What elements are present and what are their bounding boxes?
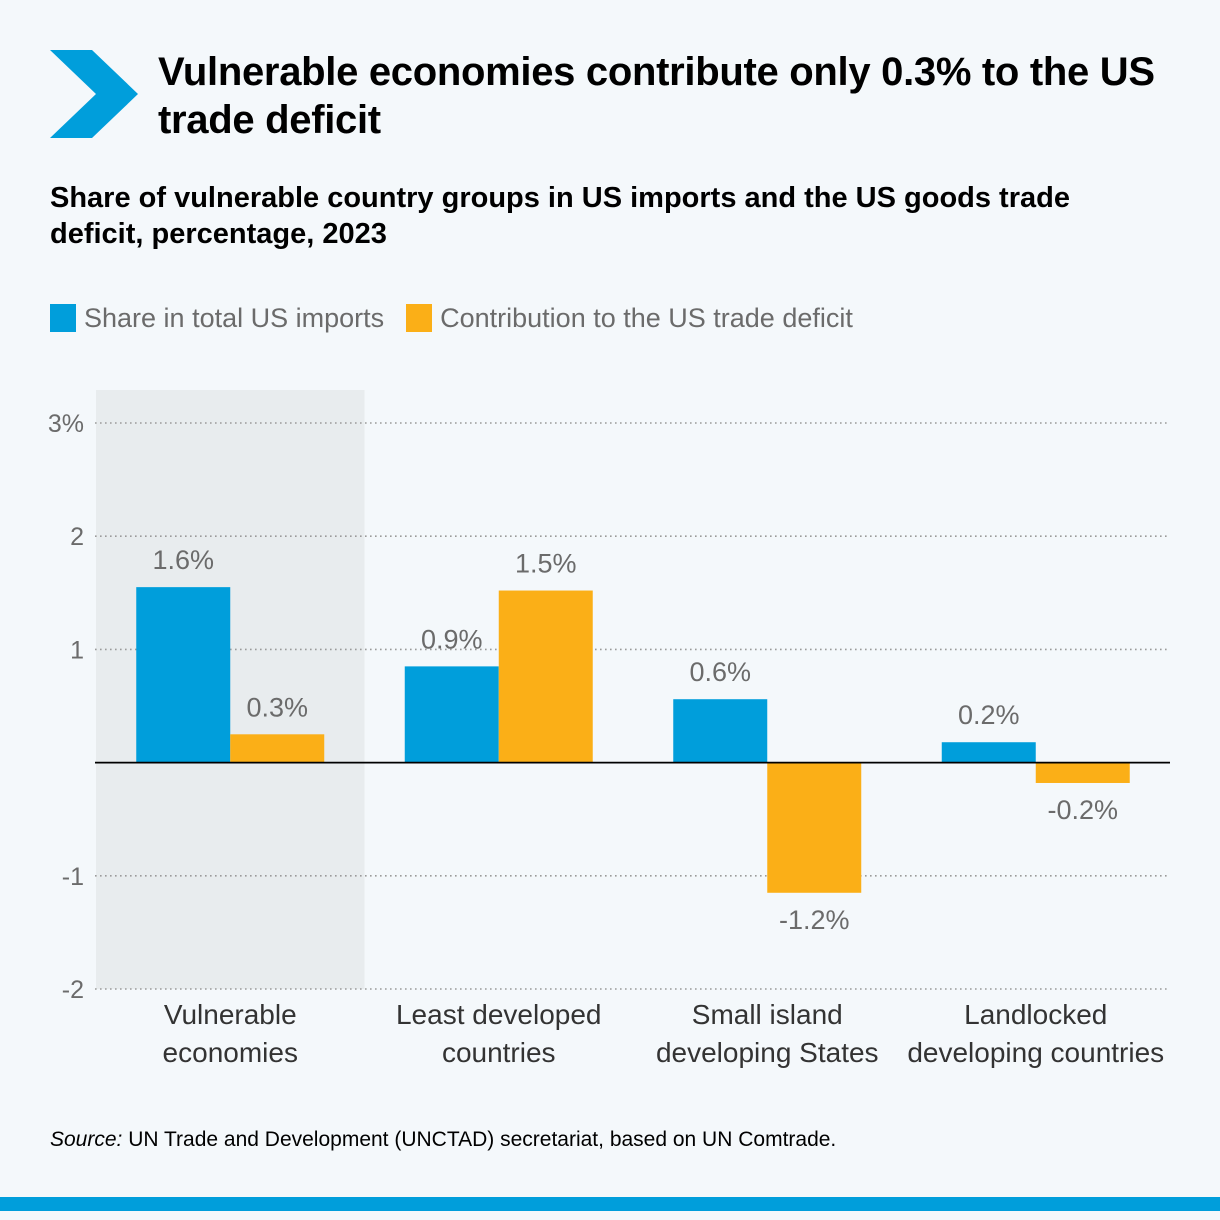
- source-prefix: Source:: [50, 1128, 123, 1151]
- data-label: 0.3%: [246, 692, 308, 722]
- data-label: 0.6%: [689, 657, 751, 687]
- legend-label-imports: Share in total US imports: [84, 302, 385, 333]
- y-tick-label: 3%: [48, 410, 84, 438]
- chevron-right-icon: [50, 50, 138, 138]
- source-text: UN Trade and Development (UNCTAD) secret…: [122, 1128, 837, 1151]
- y-tick-label: 2: [70, 523, 84, 551]
- bar-imports: [941, 742, 1036, 763]
- data-label: -1.2%: [779, 905, 850, 935]
- data-label: 0.2%: [958, 700, 1020, 730]
- data-label: -0.2%: [1047, 795, 1118, 825]
- data-label: 1.5%: [515, 549, 577, 579]
- legend: Share in total US imports Contribution t…: [50, 300, 853, 336]
- legend-swatch-imports: [50, 304, 76, 332]
- legend-label-deficit: Contribution to the US trade deficit: [440, 302, 853, 333]
- legend-item-deficit: Contribution to the US trade deficit: [406, 303, 853, 334]
- bar-imports: [136, 587, 231, 763]
- legend-swatch-deficit: [406, 304, 433, 332]
- x-category-label: Landlocked: [964, 999, 1107, 1030]
- x-category-label: developing countries: [907, 1037, 1164, 1068]
- bar-deficit: [498, 590, 593, 763]
- legend-item-imports: Share in total US imports: [50, 303, 384, 334]
- bar-deficit: [1035, 762, 1130, 783]
- y-tick-label: -1: [62, 863, 84, 891]
- chart-title: Vulnerable economies contribute only 0.3…: [158, 50, 1155, 142]
- source-note: Source: UN Trade and Development (UNCTAD…: [50, 1128, 1170, 1152]
- header: Vulnerable economies contribute only 0.3…: [50, 48, 1170, 142]
- bar-imports: [404, 666, 499, 763]
- chart-subtitle: Share of vulnerable country groups in US…: [50, 182, 1070, 250]
- bar-deficit: [230, 734, 325, 763]
- x-category-label: Small island: [692, 999, 843, 1030]
- x-category-label: economies: [163, 1037, 298, 1068]
- bar-deficit: [767, 762, 862, 893]
- bar-chart: 3% 2 1 -1 -2 1.6% 0.3% Vulnerable economies 0.9% 1…: [48, 390, 1170, 1068]
- x-category-label: Vulnerable: [164, 999, 297, 1030]
- data-label: 0.9%: [421, 624, 483, 654]
- bottom-accent-bar: [0, 1197, 1220, 1211]
- y-tick-label: -2: [62, 976, 84, 1004]
- x-category-label: countries: [442, 1037, 556, 1068]
- x-category-label: developing States: [656, 1037, 879, 1068]
- x-category-label: Least developed: [396, 999, 602, 1030]
- data-label: 1.6%: [152, 545, 214, 575]
- y-tick-label: 1: [70, 636, 84, 664]
- bar-imports: [673, 699, 768, 763]
